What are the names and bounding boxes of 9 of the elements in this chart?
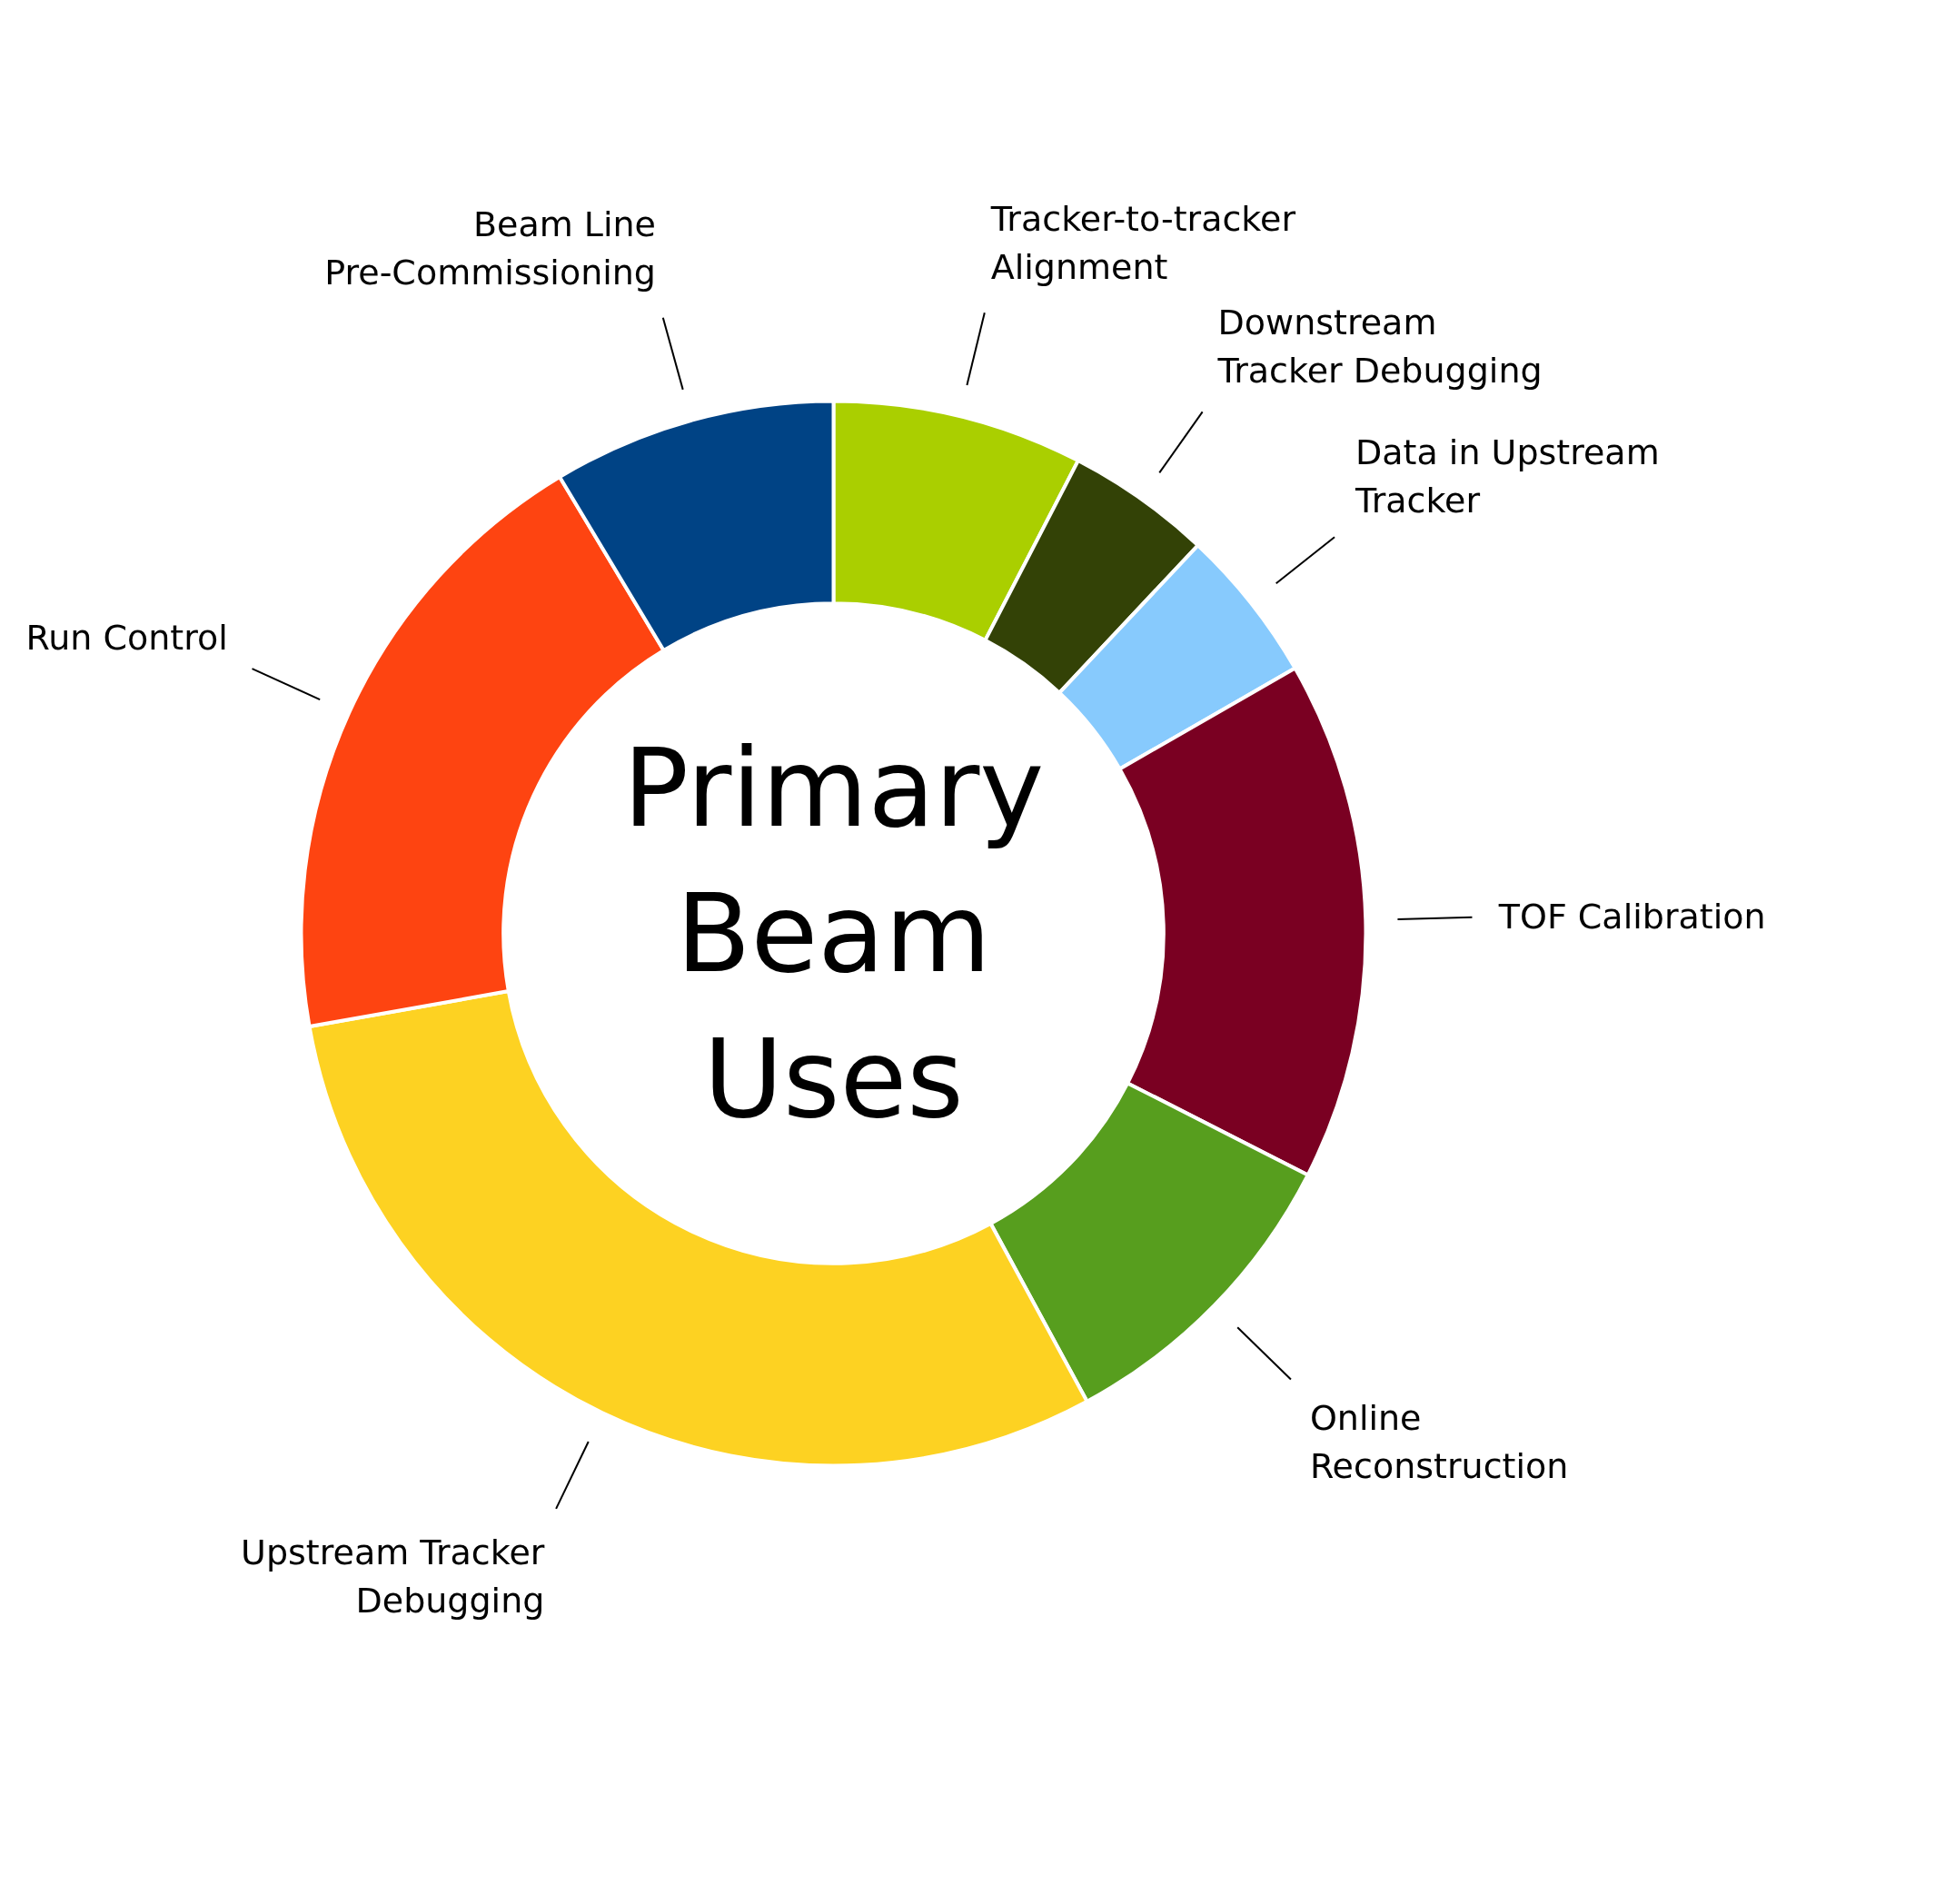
slice-label: Tracker-to-tracker Alignment — [989, 198, 1296, 287]
text: Primary Beam Uses — [622, 725, 1045, 1142]
slice-label: Beam Line Pre-Commissioning — [324, 203, 656, 293]
slice-label: Data in Upstream Tracker — [1355, 432, 1660, 521]
slice-label: Online Reconstruction — [1309, 1397, 1569, 1486]
slice-label: Run Control — [25, 617, 228, 658]
slice-label: TOF Calibration — [1497, 897, 1766, 937]
slice-label: Downstream Tracker Debugging — [1216, 302, 1543, 391]
slice-label: Upstream Tracker Debugging — [241, 1532, 545, 1621]
